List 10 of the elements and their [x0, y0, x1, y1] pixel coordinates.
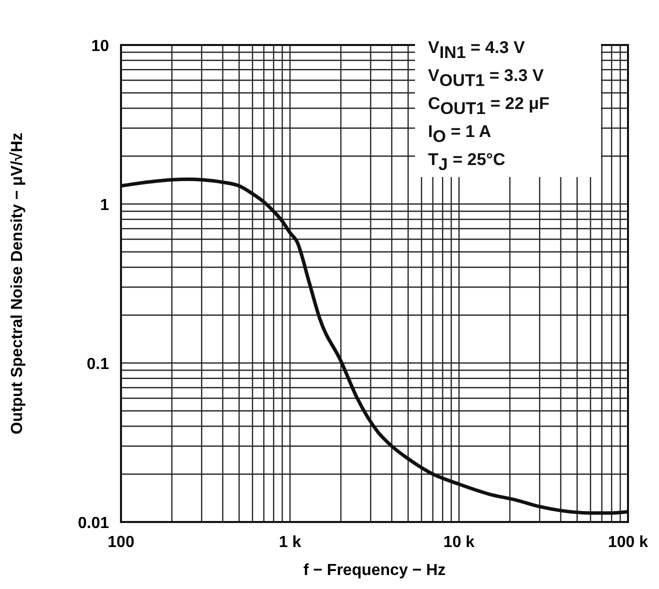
- x-axis-title: f − Frequency − Hz: [303, 562, 446, 579]
- y-tick-label: 10: [91, 38, 110, 55]
- y-tick-label: 1: [100, 197, 110, 214]
- x-tick-label: 10 k: [443, 534, 475, 551]
- x-tick-label: 100: [108, 534, 134, 551]
- y-tick-label: 0.1: [86, 356, 110, 373]
- x-tick-label: 1 k: [278, 534, 302, 551]
- y-axis-title: Output Spectral Noise Density − μV/√Hz: [9, 132, 26, 434]
- y-tick-label: 0.01: [78, 515, 110, 532]
- x-tick-label: 100 k: [608, 534, 648, 551]
